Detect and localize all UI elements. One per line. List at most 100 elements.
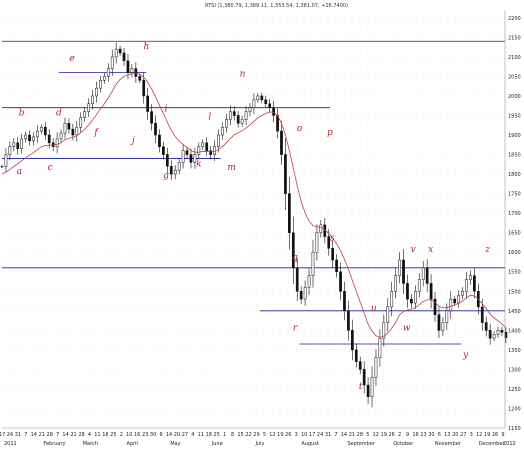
y-tick-label: 1500 <box>508 289 521 295</box>
candle-body <box>32 136 35 142</box>
moving-average-line <box>1 72 507 338</box>
candle-body <box>189 154 193 163</box>
candle-body <box>425 267 429 284</box>
candle-body <box>16 142 20 149</box>
x-day-label: 14 <box>31 432 37 438</box>
candle-body <box>457 294 460 304</box>
candle-body <box>102 76 106 81</box>
x-month-label: August <box>301 441 319 447</box>
x-day-label: 10 <box>301 432 307 438</box>
y-tick-label: 2100 <box>508 55 521 61</box>
x-day-label: 31 <box>325 432 331 438</box>
annotation-k: k <box>196 159 201 169</box>
annotation-z: z <box>484 245 490 255</box>
x-month-label: December <box>479 441 506 447</box>
candle-body <box>240 119 244 124</box>
candle-body <box>421 267 425 280</box>
annotation-x: x <box>428 245 433 255</box>
candle-body <box>366 384 370 397</box>
x-day-label: 9 <box>406 432 409 438</box>
x-day-label: 2 <box>398 432 401 438</box>
x-day-label: 18 <box>206 432 212 438</box>
candle-body <box>264 99 268 105</box>
y-tick-label: 1550 <box>508 270 521 276</box>
candle-body <box>59 132 63 140</box>
y-tick-label: 2150 <box>508 35 521 41</box>
candle-body <box>295 267 299 292</box>
chart-title: RTSI (1,380.79, 1,389.11, 1,353.54, 1,38… <box>205 3 348 9</box>
x-day-label: 26 <box>388 432 394 438</box>
candle-body <box>402 259 405 284</box>
candle-body <box>291 232 295 269</box>
x-day-label: 18 <box>102 432 108 438</box>
annotations: a b c d e f g h i j k l m n o p q r s t u v w x y z <box>17 42 490 392</box>
candle-body <box>47 134 51 144</box>
candle-body <box>225 119 228 128</box>
annotation-g: g <box>163 171 169 181</box>
y-tick-label: 1800 <box>508 172 521 178</box>
x-day-label: 16 <box>134 432 140 438</box>
x-day-label: 13 <box>444 432 450 438</box>
candle-body <box>221 126 224 136</box>
annotation-d: d <box>56 108 62 118</box>
candle-body <box>488 330 492 339</box>
x-day-label: 10 <box>126 432 132 438</box>
candle-body <box>197 146 201 155</box>
candle-body <box>95 87 98 97</box>
annotation-r: r <box>293 323 298 333</box>
candle-body <box>8 146 12 155</box>
x-day-label: 12 <box>269 432 275 438</box>
x-month-label: 2011 <box>4 441 17 447</box>
candle-body <box>437 314 441 331</box>
annotation-w: w <box>403 323 411 333</box>
x-day-label: 16 <box>412 432 418 438</box>
candle-body <box>43 126 47 136</box>
candle-body <box>492 333 496 339</box>
candle-body <box>347 310 350 331</box>
x-day-label: 25 <box>214 432 220 438</box>
candle-body <box>55 138 59 147</box>
y-tick-label: 1650 <box>508 231 521 237</box>
candle-body <box>181 150 185 163</box>
x-month-label: 2012 <box>503 441 516 447</box>
candle-body <box>236 115 240 124</box>
candle-body <box>193 154 197 163</box>
candle-body <box>165 154 169 167</box>
candle-body <box>28 134 31 142</box>
candle-body <box>307 275 311 288</box>
candle-body <box>150 111 153 124</box>
x-day-label: 21 <box>39 432 45 438</box>
x-day-label: 17 <box>309 432 315 438</box>
candle-body <box>496 330 500 335</box>
y-tick-label: 1700 <box>508 211 521 217</box>
candle-body <box>75 126 79 136</box>
annotation-a: a <box>17 167 22 177</box>
x-day-label: 30 <box>428 432 434 438</box>
x-month-label: May <box>170 441 180 447</box>
x-month-label: October <box>393 441 414 447</box>
y-tick-label: 1400 <box>508 328 521 334</box>
candle-body <box>126 60 130 73</box>
candle-body <box>461 291 464 296</box>
candle-body <box>390 291 394 308</box>
x-day-label: 14 <box>341 432 347 438</box>
candle-body <box>441 322 445 331</box>
candle-body <box>354 349 358 362</box>
x-day-label: 21 <box>349 432 355 438</box>
x-day-label: 31 <box>15 432 21 438</box>
candle-body <box>429 283 433 300</box>
x-day-label: 26 <box>492 432 498 438</box>
candle-body <box>185 150 189 155</box>
candle-body <box>138 76 142 81</box>
x-month-label: September <box>347 441 376 447</box>
candle-body <box>386 306 390 323</box>
x-day-label: 4 <box>88 432 91 438</box>
candle-body <box>500 330 504 333</box>
annotation-b: b <box>19 108 25 118</box>
x-month-label: June <box>211 441 223 447</box>
y-tick-label: 1900 <box>508 133 521 139</box>
x-day-label: 24 <box>317 432 323 438</box>
x-day-label: 20 <box>452 432 458 438</box>
annotation-m: m <box>227 163 236 173</box>
candle-body <box>469 275 472 280</box>
